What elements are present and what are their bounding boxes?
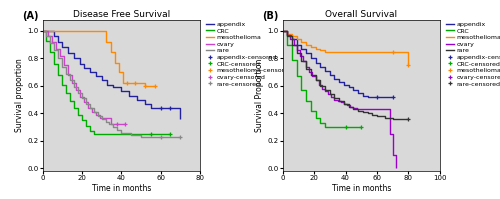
X-axis label: Time in months: Time in months [332,184,391,193]
Title: Overall Survival: Overall Survival [325,10,398,19]
Legend: appendix, CRC, mesothelioma, ovary, rare, appendix-censored, CRC-censored, mesot: appendix, CRC, mesothelioma, ovary, rare… [446,21,500,87]
Y-axis label: Survival Proportion: Survival Proportion [256,59,264,132]
Title: Disease Free Survival: Disease Free Survival [72,10,170,19]
Y-axis label: Survival proportion: Survival proportion [16,59,24,132]
Legend: appendix, CRC, mesothelioma, ovary, rare, appendix-censored, CRC-censored, mesot: appendix, CRC, mesothelioma, ovary, rare… [206,21,292,87]
X-axis label: Time in months: Time in months [92,184,151,193]
Text: (A): (A) [22,11,38,21]
Text: (B): (B) [262,11,278,21]
